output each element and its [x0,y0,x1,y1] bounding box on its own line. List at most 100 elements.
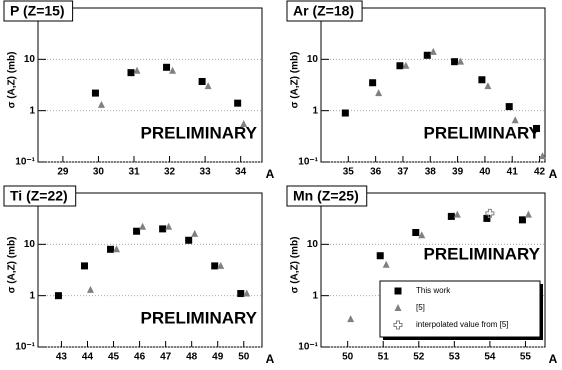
marker-square [483,214,491,222]
y-tick-label: 1 [312,105,318,116]
panel-title: Ti (Z=22) [10,188,68,204]
y-axis-label: σ (A,Z) (mb) [290,237,301,294]
legend-label: This work [416,286,451,295]
x-tick-label: 45 [108,352,120,363]
marker-triangle [113,245,121,253]
y-tick-label: 1 [312,290,318,301]
marker-square [341,109,349,117]
marker-triangle [484,82,492,90]
marker-square [185,236,193,244]
x-tick-label: 40 [479,167,491,178]
marker-triangle [382,260,390,268]
legend-label: interpolated value from [5] [416,320,509,329]
marker-triangle [165,222,173,230]
x-tick-label: 33 [200,167,212,178]
x-tick-label: 50 [238,352,250,363]
marker-triangle [429,47,437,55]
x-tick-label: 46 [134,352,146,363]
marker-square [133,227,141,235]
y-axis-label: σ (A,Z) (mb) [7,237,18,294]
annotation: PRELIMINARY [141,123,258,142]
marker-triangle [243,289,251,297]
marker-triangle [375,89,383,97]
marker-square [396,62,404,70]
marker-triangle [204,82,212,90]
marker-triangle [347,315,355,323]
title-box [3,185,77,207]
plot-frame [320,7,546,163]
x-tick-label: 54 [484,352,496,363]
plot-frame [37,192,263,348]
x-tick-label: 30 [93,167,105,178]
y-tick-label: 10 [307,54,319,65]
x-tick-label: 31 [128,167,140,178]
y-tick-label: 1 [29,105,35,116]
x-tick-label: 55 [520,352,532,363]
marker-triangle [97,100,105,108]
marker-square [394,287,402,295]
y-tick-label: 10⁻¹ [298,342,318,353]
x-tick-label: 29 [57,167,69,178]
x-axis-label: A [266,167,275,181]
marker-square [533,124,541,132]
marker-triangle [169,66,177,74]
title-box [286,185,368,207]
x-tick-label: 53 [449,352,461,363]
marker-square [478,76,486,84]
x-tick-label: 41 [507,167,519,178]
marker-cross [393,320,403,330]
x-tick-label: 38 [425,167,437,178]
x-tick-label: 49 [212,352,224,363]
marker-square [518,216,526,224]
marker-triangle [402,61,410,69]
y-tick-label: 10⁻¹ [15,342,35,353]
marker-triangle [133,66,141,74]
marker-square [505,103,513,111]
marker-square [423,51,431,59]
x-tick-label: 47 [160,352,172,363]
x-tick-label: 48 [186,352,198,363]
x-axis-label: A [549,167,558,181]
marker-triangle [191,229,199,237]
marker-square [198,77,206,85]
marker-cross [485,208,495,218]
annotation: PRELIMINARY [424,244,541,263]
y-tick-label: 10⁻¹ [298,157,318,168]
x-tick-label: 44 [82,352,94,363]
marker-triangle [457,57,465,65]
x-tick-label: 43 [56,352,68,363]
marker-square [163,63,171,71]
panel: 10⁻¹ 1 10 29 30 31 32 33 34 Aσ (A,Z) (mb) PRELIMIN… [3,0,275,181]
x-tick-label: 36 [370,167,382,178]
marker-square [127,69,135,77]
legend-box [379,280,541,338]
marker-triangle [139,222,147,230]
panel-title: P (Z=15) [10,3,65,19]
marker-square [237,290,245,298]
marker-triangle [240,119,248,127]
plot-frame [37,7,263,163]
panel-title: Ar (Z=18) [293,3,354,19]
x-tick-label: 37 [397,167,409,178]
panel: 10⁻¹ 1 10 43 44 45 46 47 48 49 50 Aσ (A,Z) (mb) PREL… [3,185,275,366]
marker-square [159,225,167,233]
marker-triangle [394,304,402,311]
y-tick-label: 1 [29,290,35,301]
x-tick-label: 35 [343,167,355,178]
marker-triangle [217,261,225,269]
marker-square [91,89,99,97]
title-box [286,0,363,22]
x-tick-label: 50 [342,352,354,363]
annotation: PRELIMINARY [141,308,258,327]
marker-triangle [511,116,519,124]
x-tick-label: 39 [452,167,464,178]
y-axis-label: σ (A,Z) (mb) [290,52,301,109]
marker-triangle [524,210,532,218]
marker-square [107,245,115,253]
panel: 10⁻¹ 1 10 50 51 52 53 54 55 Aσ (A,Z) (mb) PRELIMIN… [286,185,558,366]
panel: 10⁻¹ 1 10 35 36 37 38 39 40 41 42 Aσ (A,Z) (mb) PREL… [286,0,558,181]
panel-title: Mn (Z=25) [293,188,359,204]
x-tick-label: 51 [378,352,390,363]
marker-square [451,58,459,66]
x-tick-label: 52 [413,352,425,363]
